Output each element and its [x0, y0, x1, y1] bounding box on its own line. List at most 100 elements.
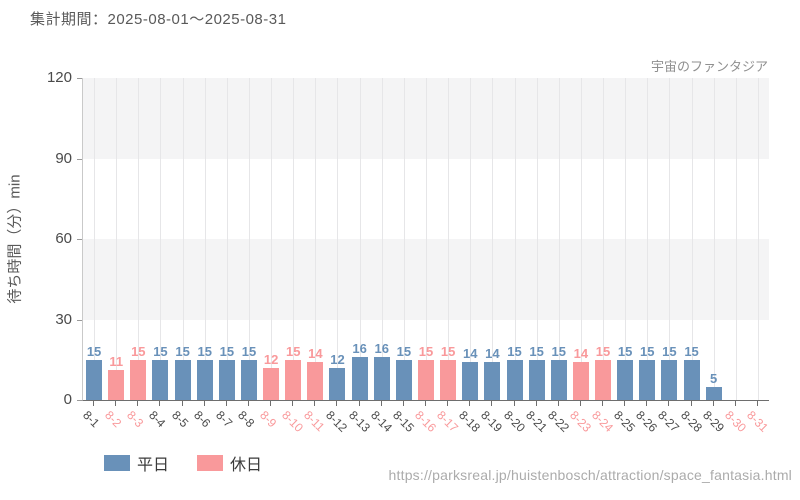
bar[interactable] [639, 359, 656, 400]
x-tick-label: 8-29 [699, 408, 727, 435]
gridline [470, 78, 472, 400]
x-tick-label: 8-5 [168, 408, 191, 431]
bar[interactable] [617, 359, 634, 400]
x-tick [314, 401, 316, 406]
gridline [757, 78, 759, 400]
gridline [94, 78, 96, 400]
gridline [160, 78, 162, 400]
bar-value-label: 15 [86, 343, 102, 359]
gridline [138, 78, 140, 400]
bar-value-label: 15 [617, 343, 633, 359]
x-tick-label: 8-2 [102, 408, 125, 431]
gridline [691, 78, 693, 400]
x-tick-label: 8-15 [389, 408, 417, 435]
bar[interactable] [174, 359, 191, 400]
x-tick-label: 8-4 [146, 408, 169, 431]
plot-area: 15 11 15 15 15 15 15 15 12 15 14 12 16 16 15 15 15 14 14 15… [82, 78, 769, 401]
source-url: https://parksreal.jp/huistenbosch/attrac… [388, 467, 792, 483]
x-tick-label: 8-18 [456, 408, 484, 435]
x-tick [491, 401, 493, 406]
bar-value-label: 15 [529, 343, 544, 359]
bar[interactable] [683, 359, 700, 400]
x-tick-label: 8-25 [611, 408, 639, 435]
bar[interactable] [462, 362, 479, 400]
bar[interactable] [152, 359, 169, 400]
x-tick [203, 401, 205, 406]
bar[interactable] [108, 370, 125, 400]
bar-value-label: 12 [330, 351, 345, 367]
legend-swatch-weekday [104, 455, 130, 471]
gridline [182, 78, 184, 400]
x-tick [602, 401, 604, 406]
bar-value-label: 15 [219, 343, 235, 359]
bar-value-label: 15 [640, 343, 655, 359]
bar-value-label: 5 [710, 370, 718, 386]
bar[interactable] [661, 359, 678, 400]
legend-item-weekday[interactable]: 平日 [104, 451, 169, 475]
gridline [625, 78, 627, 400]
gridline [403, 78, 405, 400]
bar[interactable] [418, 359, 434, 400]
x-tick-label: 8-24 [589, 408, 617, 435]
x-tick [292, 401, 294, 406]
bar-value-label: 16 [352, 341, 367, 357]
x-tick-label: 8-10 [279, 408, 307, 435]
bar-value-label: 15 [551, 343, 566, 359]
bar[interactable] [395, 359, 412, 400]
y-tick-label: 60 [55, 230, 72, 247]
bar-value-label: 14 [308, 346, 323, 362]
bar-value-label: 15 [418, 343, 434, 359]
bar[interactable] [506, 359, 523, 400]
x-tick-label: 8-30 [721, 408, 749, 435]
bar[interactable] [528, 359, 545, 400]
bar[interactable] [373, 357, 390, 400]
x-tick [181, 401, 183, 406]
legend-swatch-holiday [197, 455, 224, 471]
bar[interactable] [484, 362, 501, 400]
x-tick [380, 401, 382, 406]
y-tick [77, 239, 82, 240]
x-tick-label: 8-20 [500, 408, 528, 435]
gridline [492, 78, 494, 400]
bar[interactable] [307, 362, 324, 400]
x-tick-label: 8-27 [655, 408, 683, 435]
legend-item-holiday[interactable]: 休日 [197, 451, 262, 475]
x-tick [247, 401, 249, 406]
bar[interactable] [440, 359, 457, 400]
x-tick-label: 8-9 [257, 408, 280, 431]
y-tick-label: 120 [46, 69, 72, 86]
bar[interactable] [240, 359, 257, 400]
x-tick-label: 8-23 [566, 408, 594, 435]
x-tick [535, 401, 537, 406]
bar[interactable] [86, 359, 103, 400]
bar[interactable] [550, 359, 567, 400]
x-tick [358, 401, 360, 406]
bar[interactable] [196, 359, 213, 400]
x-tick-label: 8-1 [80, 408, 103, 431]
bar[interactable] [285, 359, 302, 400]
bar[interactable] [329, 367, 346, 400]
x-tick-label: 8-21 [522, 408, 550, 435]
x-tick-label: 8-26 [633, 408, 661, 435]
bar[interactable] [595, 359, 612, 400]
bar[interactable] [263, 367, 280, 400]
bar-value-label: 15 [131, 343, 146, 359]
y-tick [77, 158, 82, 160]
gridline [359, 78, 361, 400]
bar[interactable] [705, 386, 722, 400]
x-tick-label: 8-16 [412, 408, 439, 435]
bar-value-label: 15 [153, 343, 168, 359]
x-tick [668, 401, 670, 406]
bar[interactable] [351, 357, 368, 400]
x-tick-label: 8-7 [212, 408, 236, 431]
gridline [514, 78, 516, 400]
bar[interactable] [218, 359, 235, 400]
gridline [580, 78, 582, 400]
gridline [448, 78, 450, 400]
x-tick [712, 401, 714, 406]
x-tick-label: 8-8 [235, 408, 258, 431]
bar[interactable] [572, 362, 589, 400]
gridline [116, 78, 118, 400]
gridline [381, 78, 383, 400]
bar[interactable] [130, 359, 147, 400]
